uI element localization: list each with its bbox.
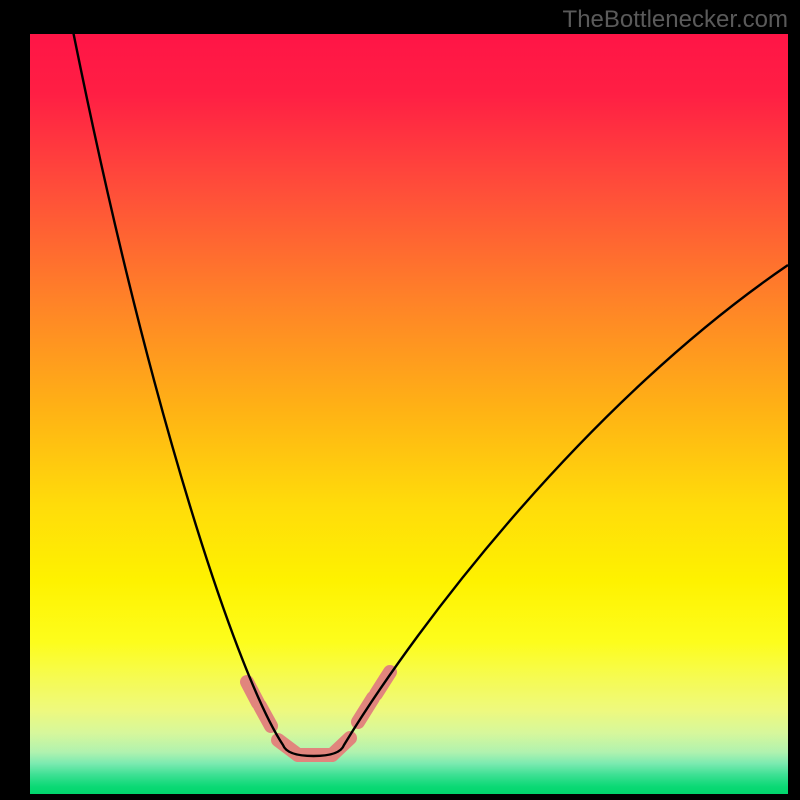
watermark-text: TheBottlenecker.com	[563, 6, 788, 34]
bottleneck-chart	[0, 0, 800, 800]
gradient-background	[30, 34, 788, 794]
